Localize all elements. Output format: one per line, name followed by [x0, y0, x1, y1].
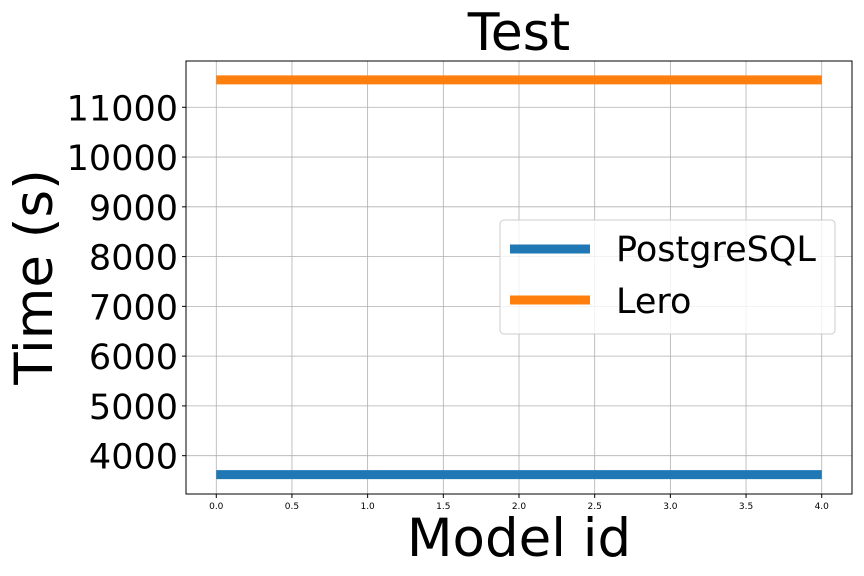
- y-tick-label: 6000: [89, 338, 178, 378]
- y-tick-label: 4000: [89, 438, 178, 478]
- x-tick-label: 2.5: [588, 502, 602, 512]
- y-axis-label: Time (s): [4, 169, 65, 386]
- series-lines: [216, 75, 822, 480]
- y-axis-ticks: 4000 5000 6000 7000 8000 9000 10000 11000: [67, 89, 186, 478]
- x-axis-label: Model id: [407, 508, 631, 569]
- y-tick-label: 8000: [89, 239, 178, 279]
- legend-label-postgresql: PostgreSQL: [616, 230, 816, 270]
- y-tick-label: 7000: [89, 288, 178, 328]
- x-axis-ticks: 0.0 0.5 1.0 1.5 2.0 2.5 3.0 3.5 4.0: [209, 494, 829, 512]
- y-tick-label: 10000: [67, 139, 178, 179]
- x-tick-label: 4.0: [815, 502, 830, 512]
- x-tick-label: 1.5: [436, 502, 450, 512]
- x-tick-label: 0.5: [285, 502, 299, 512]
- chart-title: Test: [467, 3, 570, 63]
- legend-label-lero: Lero: [616, 282, 691, 322]
- x-tick-label: 3.5: [739, 502, 753, 512]
- x-tick-label: 3.0: [663, 502, 678, 512]
- x-tick-label: 0.0: [209, 502, 224, 512]
- x-tick-label: 1.0: [360, 502, 375, 512]
- y-tick-label: 5000: [89, 388, 178, 428]
- legend: PostgreSQL Lero: [499, 219, 836, 335]
- x-tick-label: 2.0: [512, 502, 527, 512]
- y-tick-label: 11000: [67, 89, 178, 129]
- y-tick-label: 9000: [89, 189, 178, 229]
